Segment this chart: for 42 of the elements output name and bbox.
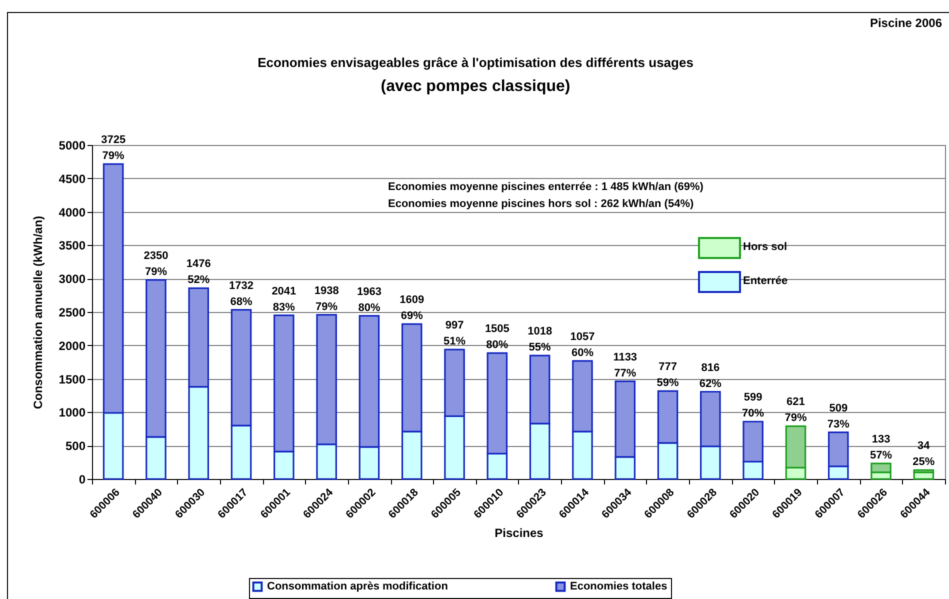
- data-label: 1609 69%: [400, 294, 424, 322]
- y-tick-label: 0: [78, 472, 86, 486]
- data-label: 133 57%: [870, 433, 892, 462]
- x-axis-title: Piscines: [494, 526, 544, 540]
- data-label: 2350 79%: [144, 250, 168, 278]
- data-label: 1963 80%: [356, 286, 382, 314]
- data-label: 509 73%: [827, 402, 850, 430]
- y-tick-label: 4500: [58, 172, 86, 186]
- y-axis-title: Consommation annuelle (kWh/an): [30, 216, 45, 410]
- data-label: 1732 68%: [229, 280, 254, 308]
- data-label: 2041 83%: [272, 285, 296, 314]
- y-tick-label: 500: [65, 439, 86, 454]
- data-label: 816 62%: [699, 362, 722, 390]
- data-label: 1018 55%: [528, 326, 552, 354]
- legend-label: Consommation après modification: [267, 580, 448, 593]
- annotation: Hors sol: [743, 241, 788, 254]
- y-tick-label: 3000: [58, 272, 86, 286]
- text: Piscine 2006: [870, 16, 942, 30]
- y-tick-label: 1500: [58, 372, 86, 386]
- annotation: Economies moyenne piscines hors sol : 262 kWh/an (54%): [388, 198, 694, 211]
- data-label: 1938 79%: [314, 284, 339, 313]
- chart-title: Economies envisageables grâce à l'optimisation des différents usages: [258, 55, 694, 70]
- annotation: Economies moyenne piscines enterrée : 1 485 kWh/an (69%): [388, 181, 704, 194]
- y-tick-label: 3500: [58, 238, 86, 253]
- data-label: 3725 79%: [101, 134, 126, 162]
- data-label: 621 79%: [784, 396, 807, 424]
- y-tick-label: 4000: [58, 205, 86, 220]
- legend-label: Economies totales: [570, 580, 668, 593]
- annotation: Enterrée: [743, 275, 788, 288]
- data-label: 34 25%: [912, 440, 935, 468]
- y-tick-label: 2500: [58, 306, 86, 320]
- data-label: 1133 77%: [613, 351, 638, 380]
- y-tick-label: 1000: [58, 406, 86, 420]
- y-tick-label: 5000: [58, 138, 86, 152]
- chart-subtitle: (avec pompes classique): [380, 78, 570, 96]
- y-tick-label: 2000: [58, 338, 86, 353]
- data-label: 1476 52%: [186, 258, 211, 286]
- data-label: 1505 80%: [484, 323, 510, 352]
- data-label: 997 51%: [444, 320, 466, 348]
- data-label: 599 70%: [742, 392, 764, 420]
- data-label: 1057 60%: [570, 330, 595, 359]
- data-label: 777 59%: [656, 361, 679, 390]
